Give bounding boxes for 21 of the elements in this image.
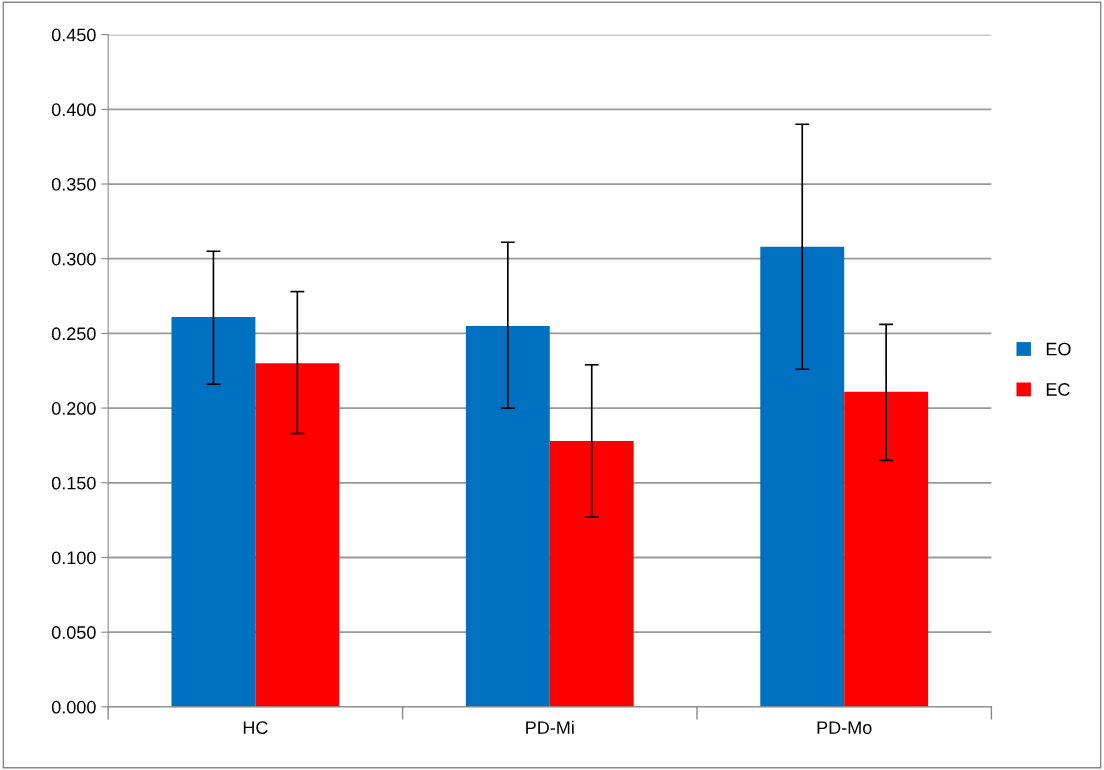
bar	[465, 325, 550, 707]
y-tick-label: 0.150	[51, 476, 96, 490]
y-tick-label: 0.250	[51, 327, 96, 341]
bar	[255, 363, 340, 707]
bar	[171, 316, 256, 707]
y-tick-label: 0.350	[51, 177, 96, 191]
y-tick-label: 0.400	[51, 103, 96, 117]
x-tick-label: PD-Mo	[817, 721, 872, 735]
bar	[549, 440, 634, 707]
x-tick-label: PD-Mi	[526, 720, 574, 734]
bar	[760, 246, 845, 707]
y-tick-label: 0.000	[51, 700, 96, 714]
legend-label: EO	[1046, 342, 1071, 356]
legend-label: EC	[1046, 383, 1070, 396]
y-tick-label: 0.100	[51, 551, 96, 565]
x-tick-label: HC	[243, 721, 268, 735]
y-tick-label: 0.200	[51, 402, 96, 415]
y-tick-label: 0.050	[51, 626, 96, 639]
y-tick-label: 0.450	[51, 28, 96, 42]
y-tick-label: 0.300	[51, 252, 96, 266]
bar	[844, 391, 929, 707]
